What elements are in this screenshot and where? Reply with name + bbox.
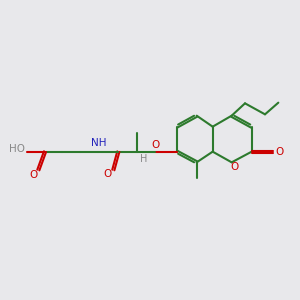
Text: O: O — [151, 140, 159, 150]
Text: H: H — [140, 154, 147, 164]
Text: HO: HO — [9, 144, 25, 154]
Text: NH: NH — [91, 138, 106, 148]
Text: O: O — [275, 147, 284, 157]
Text: O: O — [230, 162, 239, 172]
Text: O: O — [29, 170, 38, 180]
Text: O: O — [103, 169, 112, 179]
